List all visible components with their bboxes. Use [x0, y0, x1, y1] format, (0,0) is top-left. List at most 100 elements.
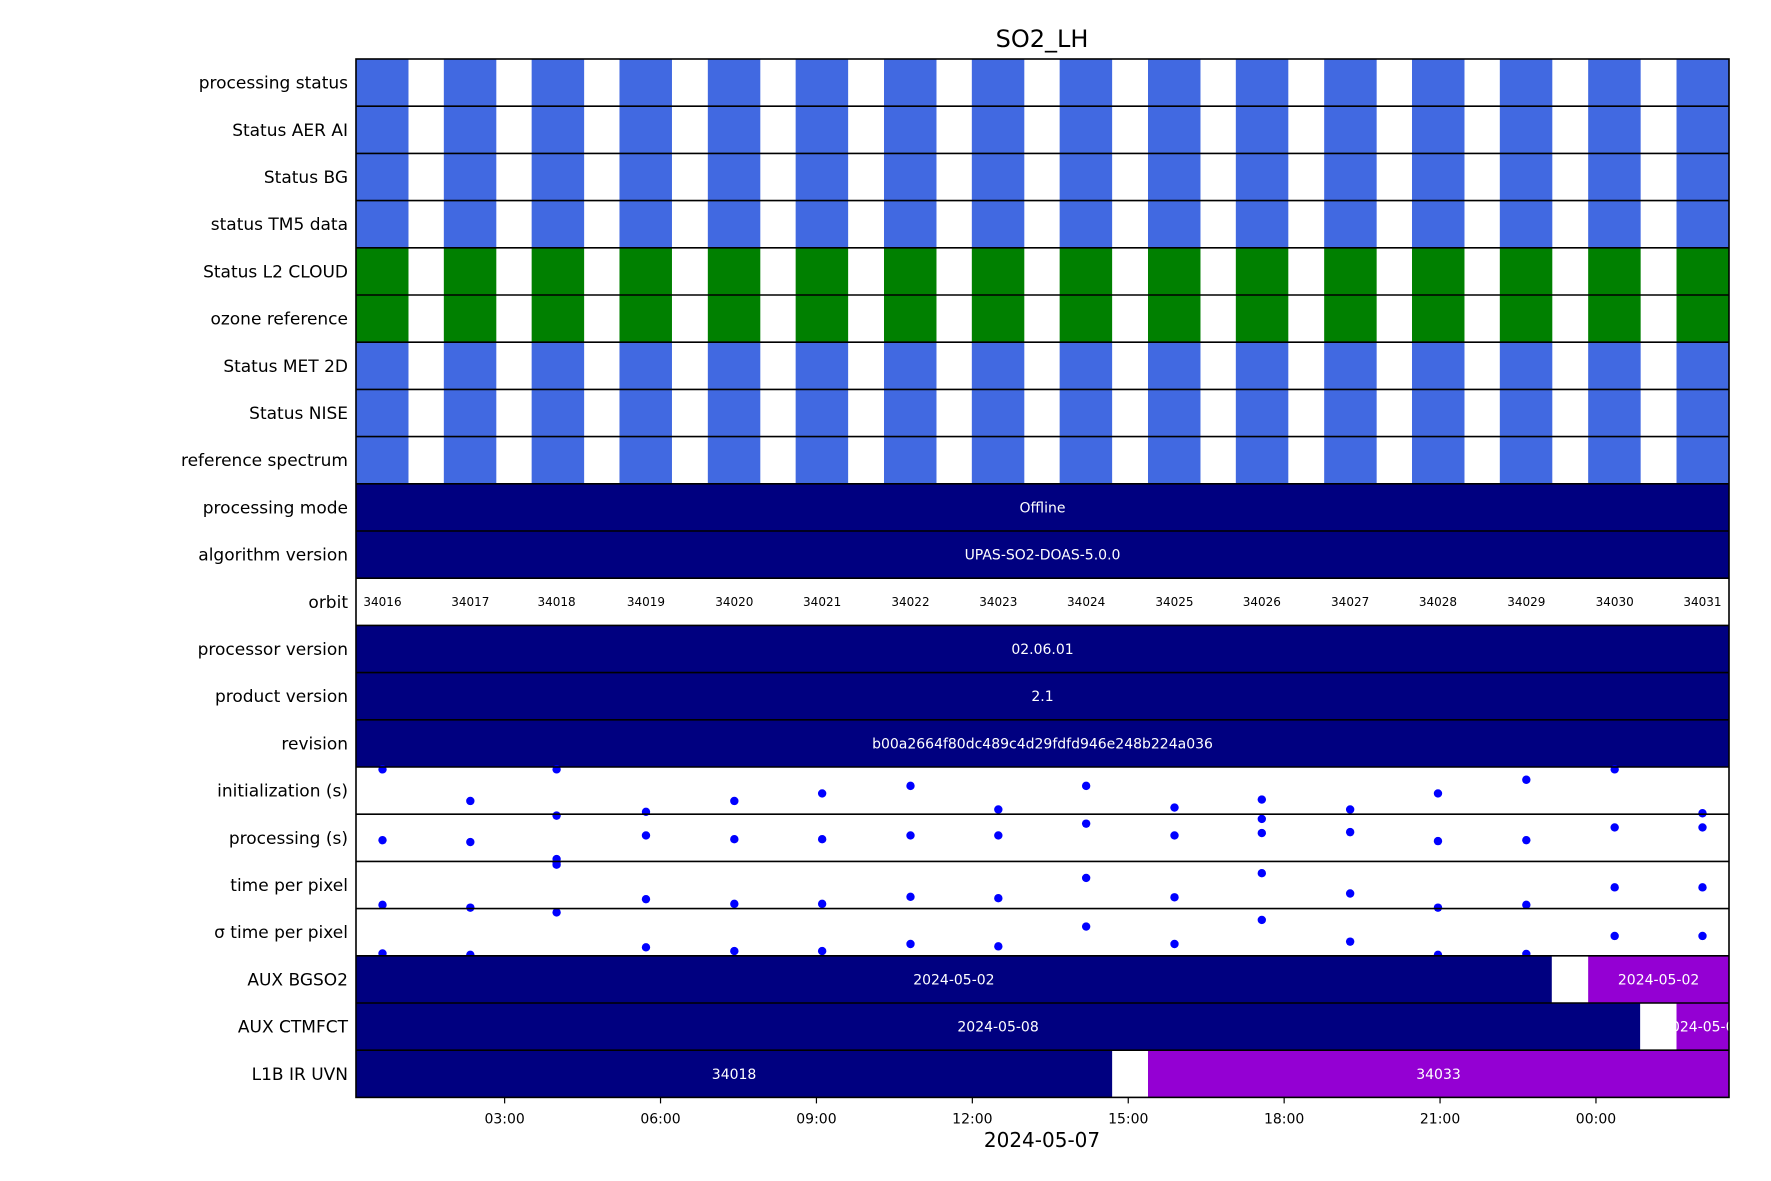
row-label: processor version	[198, 640, 348, 660]
status-bar	[1324, 342, 1377, 390]
value-bar-label: 34018	[712, 1067, 757, 1083]
x-tick-label: 15:00	[1108, 1111, 1148, 1127]
row-algorithm-version: UPAS-SO2-DOAS-5.0.0	[356, 531, 1729, 579]
status-bar	[1411, 436, 1465, 484]
data-point	[1170, 803, 1179, 812]
data-point	[1081, 922, 1091, 931]
status-bar	[1324, 436, 1377, 484]
status-bar	[356, 342, 409, 390]
value-bar-label: 2024-05-02	[913, 972, 994, 988]
status-bar	[707, 389, 761, 437]
row-status-met-2d	[356, 342, 1729, 390]
status-bar	[531, 342, 585, 390]
chart-title: SO2_LH	[996, 25, 1089, 53]
status-bar	[883, 153, 937, 201]
data-point	[1345, 937, 1355, 946]
status-bar	[1147, 389, 1201, 437]
orbit-number: 34026	[1243, 595, 1281, 609]
status-bar	[883, 200, 937, 248]
orbit-number: 34027	[1331, 595, 1369, 609]
status-bar	[1676, 106, 1729, 154]
status-bar	[619, 342, 672, 390]
data-point	[906, 939, 915, 949]
value-bar	[1676, 1003, 1729, 1051]
status-bar	[1324, 106, 1377, 154]
data-point	[994, 942, 1003, 951]
status-bar	[1676, 247, 1729, 295]
data-point	[1522, 775, 1531, 784]
status-bar	[1411, 153, 1465, 201]
status-bar	[1147, 59, 1201, 107]
status-bar	[1588, 247, 1641, 295]
status-bar	[531, 59, 585, 107]
data-point	[1610, 883, 1619, 892]
value-bar-label: b00a2664f80dc489c4d29fdfd946e248b224a036	[872, 736, 1213, 752]
value-bar-label: 2024-05-09	[1662, 1020, 1743, 1036]
value-bar-label: 34033	[1416, 1067, 1461, 1083]
data-point	[1257, 915, 1267, 925]
value-bar	[356, 483, 1729, 531]
status-bar	[1499, 247, 1553, 295]
x-tick-label: 18:00	[1264, 1111, 1304, 1127]
data-point	[1610, 823, 1619, 832]
data-point	[906, 831, 915, 840]
data-point	[466, 837, 475, 847]
orbit-number: 34030	[1596, 595, 1634, 609]
data-point	[1345, 889, 1355, 898]
row-label: processing (s)	[229, 829, 348, 849]
status-bar	[356, 247, 409, 295]
data-point	[1698, 883, 1707, 892]
status-bar	[443, 295, 497, 343]
status-bar	[619, 153, 672, 201]
orbit-number: 34019	[627, 595, 665, 609]
status-bar	[531, 106, 585, 154]
data-point	[552, 908, 561, 917]
value-bar	[356, 672, 1729, 720]
status-bar	[1411, 342, 1465, 390]
row-aux-bgso2: 2024-05-02 2024-05-02	[356, 955, 1729, 1003]
row-ozone-reference	[356, 295, 1729, 343]
status-bar	[619, 247, 672, 295]
status-bar	[1059, 247, 1113, 295]
status-bar	[1059, 106, 1113, 154]
status-bar	[356, 153, 409, 201]
status-bar	[1499, 59, 1553, 107]
status-bar	[356, 295, 409, 343]
status-bar	[356, 200, 409, 248]
data-point	[730, 899, 739, 909]
x-tick-label: 21:00	[1420, 1111, 1460, 1127]
status-bar	[1147, 295, 1201, 343]
value-bar	[1147, 1050, 1729, 1098]
data-point	[1522, 835, 1531, 845]
data-point	[1698, 931, 1707, 941]
status-bar	[1059, 200, 1113, 248]
plot-frame	[355, 58, 1730, 1099]
status-bar	[619, 200, 672, 248]
data-point	[994, 831, 1003, 840]
status-bar	[1147, 153, 1201, 201]
status-bar	[1411, 389, 1465, 437]
status-bar	[1324, 389, 1377, 437]
orbit-number: 34024	[1067, 595, 1105, 609]
data-point	[817, 789, 827, 798]
data-point	[641, 943, 651, 952]
status-bar	[1676, 295, 1729, 343]
status-bar	[1588, 389, 1641, 437]
status-bar	[1235, 59, 1289, 107]
status-bar	[1411, 59, 1465, 107]
orbit-number: 34018	[538, 595, 576, 609]
data-point	[378, 835, 387, 845]
value-bar	[356, 531, 1729, 579]
row-separators	[356, 105, 1729, 1051]
status-bar	[443, 59, 497, 107]
x-axis-label: 2024-05-07	[984, 1128, 1100, 1152]
x-tick-label: 00:00	[1576, 1111, 1616, 1127]
status-bar	[971, 436, 1025, 484]
status-bar	[443, 389, 497, 437]
status-bar	[1676, 389, 1729, 437]
status-bar	[1411, 106, 1465, 154]
row-label: σ time per pixel	[214, 923, 348, 943]
status-bar	[883, 106, 937, 154]
data-point	[1170, 831, 1179, 840]
row-label: status TM5 data	[211, 215, 348, 235]
